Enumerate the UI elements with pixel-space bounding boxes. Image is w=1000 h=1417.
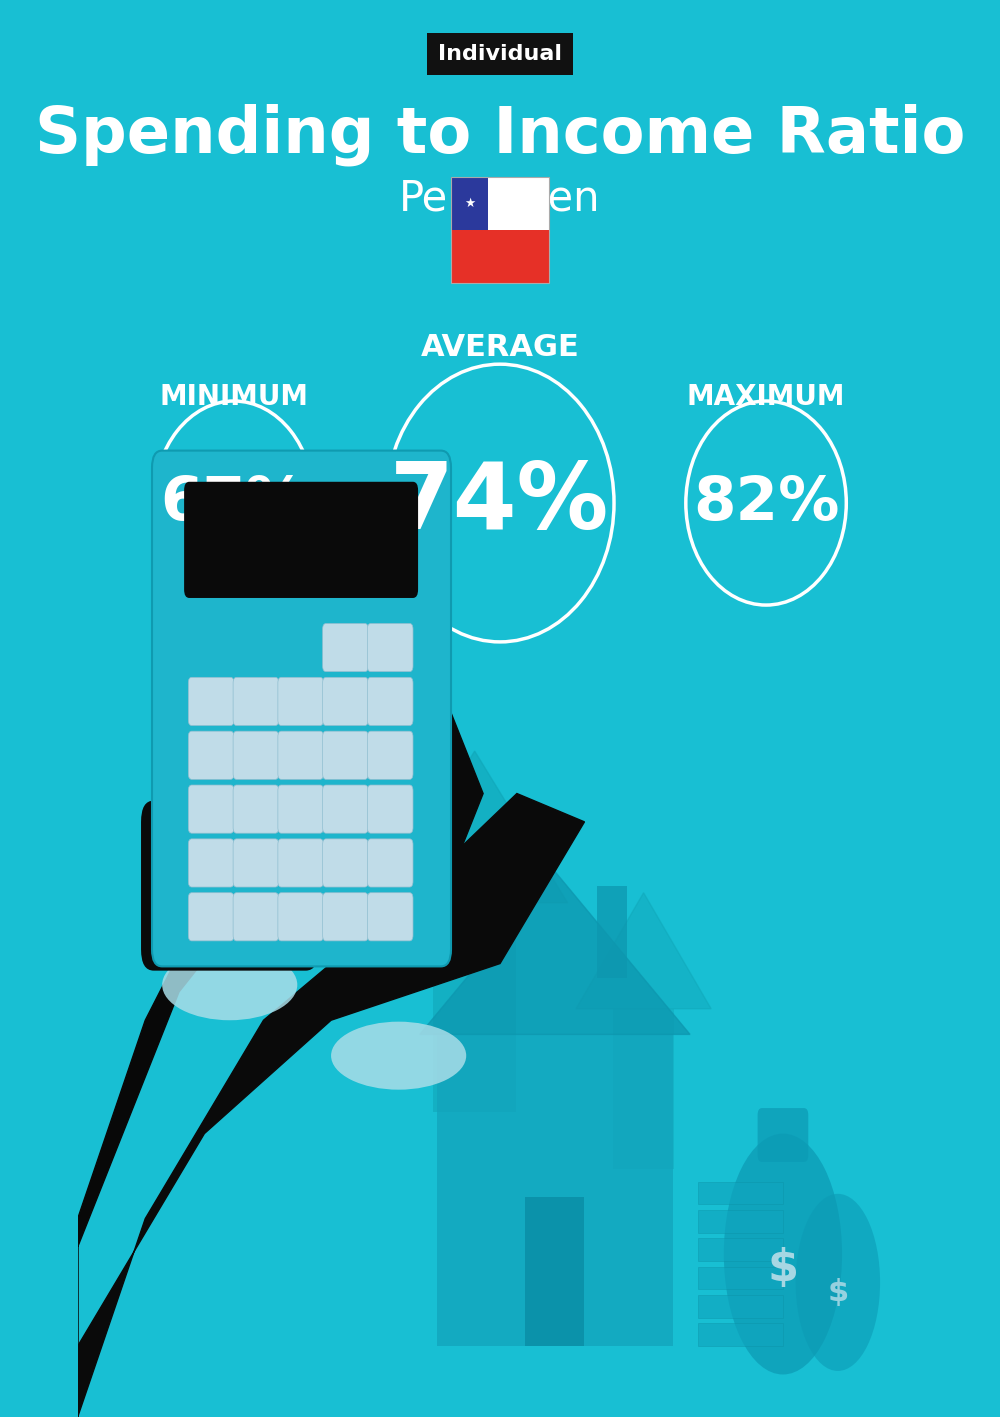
FancyBboxPatch shape xyxy=(758,1108,808,1162)
FancyBboxPatch shape xyxy=(698,1295,783,1318)
FancyBboxPatch shape xyxy=(451,230,549,283)
FancyBboxPatch shape xyxy=(367,731,413,779)
FancyBboxPatch shape xyxy=(233,785,279,833)
Ellipse shape xyxy=(724,1134,842,1374)
FancyBboxPatch shape xyxy=(698,1267,783,1289)
Text: $: $ xyxy=(767,1247,798,1289)
FancyBboxPatch shape xyxy=(698,1182,783,1204)
FancyBboxPatch shape xyxy=(188,731,234,779)
Text: MAXIMUM: MAXIMUM xyxy=(687,383,845,411)
FancyBboxPatch shape xyxy=(152,451,451,966)
FancyBboxPatch shape xyxy=(141,801,318,971)
FancyBboxPatch shape xyxy=(323,623,368,672)
Text: 74%: 74% xyxy=(390,458,610,548)
FancyBboxPatch shape xyxy=(184,482,418,598)
FancyBboxPatch shape xyxy=(367,839,413,887)
Text: Spending to Income Ratio: Spending to Income Ratio xyxy=(35,103,965,166)
Text: MINIMUM: MINIMUM xyxy=(159,383,308,411)
FancyBboxPatch shape xyxy=(597,886,627,978)
FancyBboxPatch shape xyxy=(278,785,323,833)
Ellipse shape xyxy=(796,1193,880,1372)
FancyBboxPatch shape xyxy=(323,893,368,941)
FancyBboxPatch shape xyxy=(233,677,279,726)
FancyBboxPatch shape xyxy=(278,677,323,726)
FancyBboxPatch shape xyxy=(433,903,516,1112)
FancyBboxPatch shape xyxy=(278,839,323,887)
FancyBboxPatch shape xyxy=(367,893,413,941)
Ellipse shape xyxy=(162,949,297,1020)
FancyBboxPatch shape xyxy=(367,677,413,726)
FancyBboxPatch shape xyxy=(278,731,323,779)
Polygon shape xyxy=(576,893,711,1009)
Text: 67%: 67% xyxy=(161,473,307,533)
FancyBboxPatch shape xyxy=(698,1238,783,1261)
Polygon shape xyxy=(247,680,483,935)
Text: ★: ★ xyxy=(464,197,476,210)
FancyBboxPatch shape xyxy=(698,1210,783,1233)
FancyBboxPatch shape xyxy=(437,1034,673,1346)
Text: 82%: 82% xyxy=(693,473,839,533)
FancyBboxPatch shape xyxy=(451,177,488,230)
Polygon shape xyxy=(420,871,690,1034)
Text: Penalolen: Penalolen xyxy=(399,177,601,220)
Ellipse shape xyxy=(331,1022,466,1090)
FancyBboxPatch shape xyxy=(188,893,234,941)
FancyBboxPatch shape xyxy=(188,839,234,887)
FancyBboxPatch shape xyxy=(323,785,368,833)
FancyBboxPatch shape xyxy=(525,1197,584,1346)
Text: AVERAGE: AVERAGE xyxy=(421,333,579,361)
Polygon shape xyxy=(78,680,432,1417)
FancyBboxPatch shape xyxy=(613,1009,674,1169)
Text: $: $ xyxy=(827,1278,848,1306)
Text: Individual: Individual xyxy=(438,44,562,64)
FancyBboxPatch shape xyxy=(233,893,279,941)
Polygon shape xyxy=(382,751,568,903)
FancyBboxPatch shape xyxy=(323,839,368,887)
FancyBboxPatch shape xyxy=(323,731,368,779)
FancyBboxPatch shape xyxy=(367,623,413,672)
FancyBboxPatch shape xyxy=(233,731,279,779)
FancyBboxPatch shape xyxy=(188,677,234,726)
FancyBboxPatch shape xyxy=(451,177,549,230)
Polygon shape xyxy=(78,794,584,1417)
FancyBboxPatch shape xyxy=(698,1323,783,1346)
FancyBboxPatch shape xyxy=(278,893,323,941)
FancyBboxPatch shape xyxy=(323,677,368,726)
FancyBboxPatch shape xyxy=(188,785,234,833)
FancyBboxPatch shape xyxy=(233,839,279,887)
FancyBboxPatch shape xyxy=(367,785,413,833)
